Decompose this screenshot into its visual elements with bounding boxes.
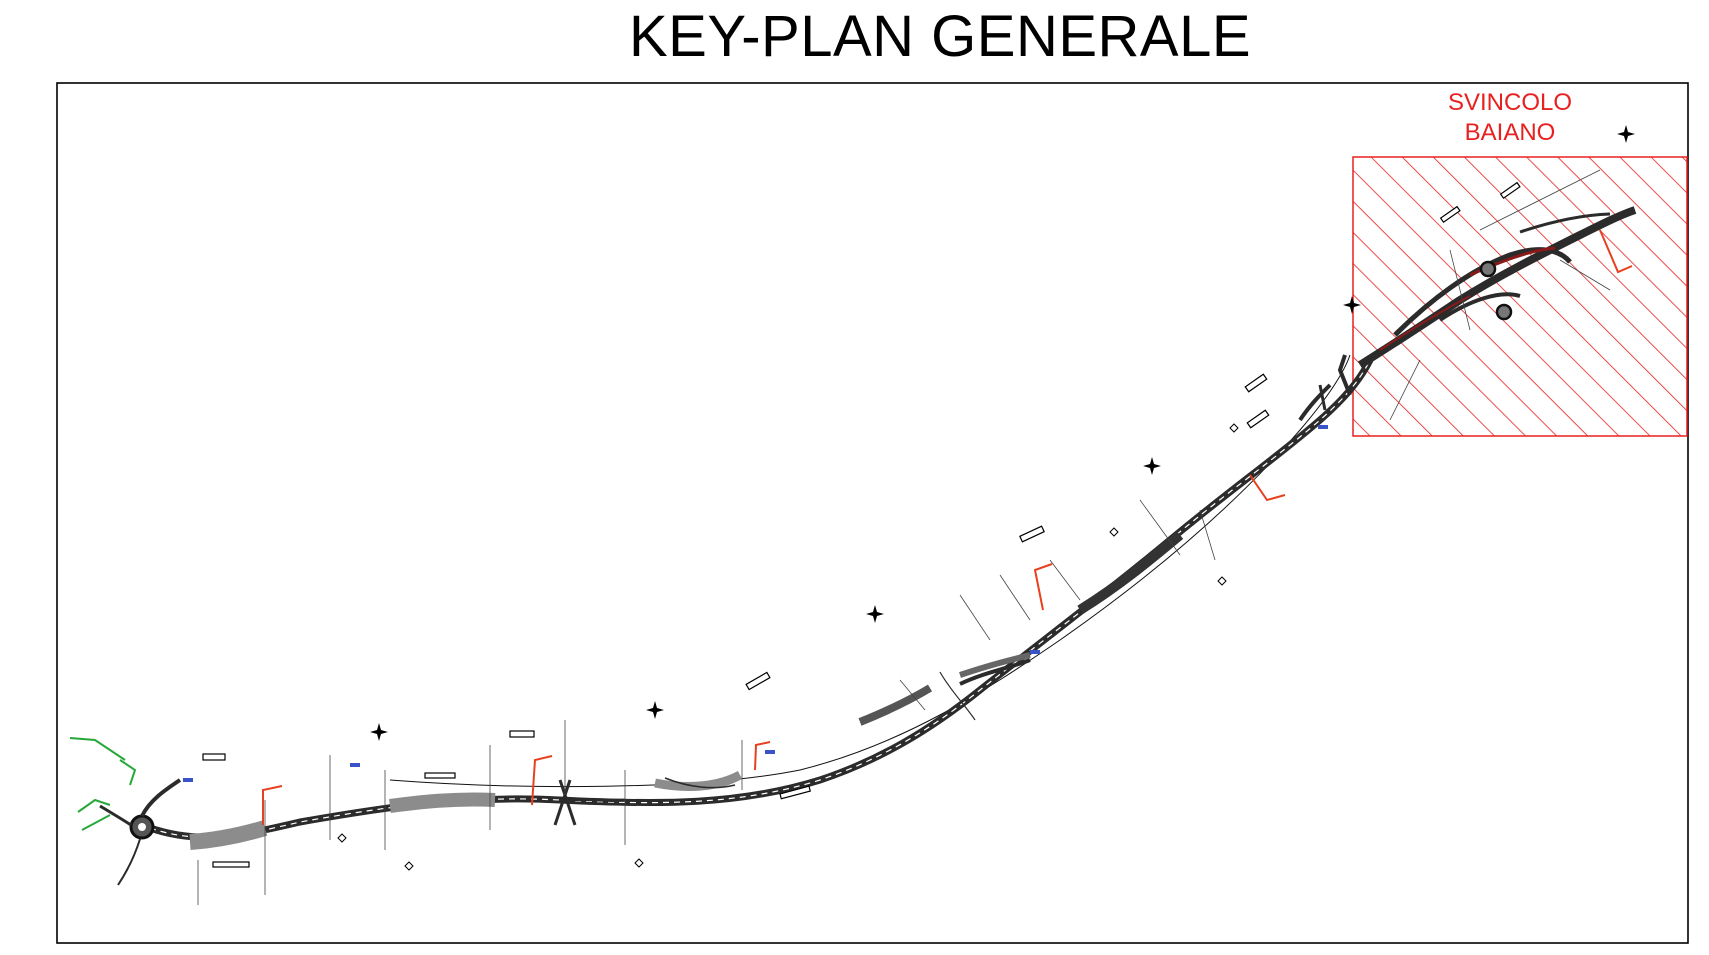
secondary-alignment <box>389 354 1351 788</box>
crossing-roads <box>553 383 1332 826</box>
diamond-markers <box>337 423 1239 871</box>
north-arrow-icon <box>1143 457 1161 475</box>
zone-label-line2: BAIANO <box>1464 119 1556 146</box>
north-arrow-icons <box>370 125 1635 741</box>
section-markers <box>262 229 1633 825</box>
north-arrow-icon <box>1617 125 1635 143</box>
roundabout-west[interactable] <box>99 778 182 886</box>
north-arrow-icon <box>866 605 884 623</box>
zone-label-line1: SVINCOLO <box>1447 89 1573 116</box>
page-title: KEY-PLAN GENERALE <box>628 4 1252 69</box>
north-arrow-icon <box>1343 296 1361 314</box>
north-arrow-icon <box>370 723 388 741</box>
north-arrow-icon <box>646 701 664 719</box>
baiano-junction-zone[interactable] <box>1352 156 1688 437</box>
zone-label: SVINCOLO BAIANO <box>1430 88 1590 148</box>
chainage-marks <box>183 425 1328 782</box>
main-road-alignment[interactable] <box>148 358 1374 850</box>
section-ticks <box>197 169 1611 905</box>
map-border <box>56 82 1689 944</box>
green-ditches <box>69 737 137 831</box>
junction-road-network[interactable] <box>1337 206 1637 396</box>
label-boxes <box>202 181 1521 868</box>
